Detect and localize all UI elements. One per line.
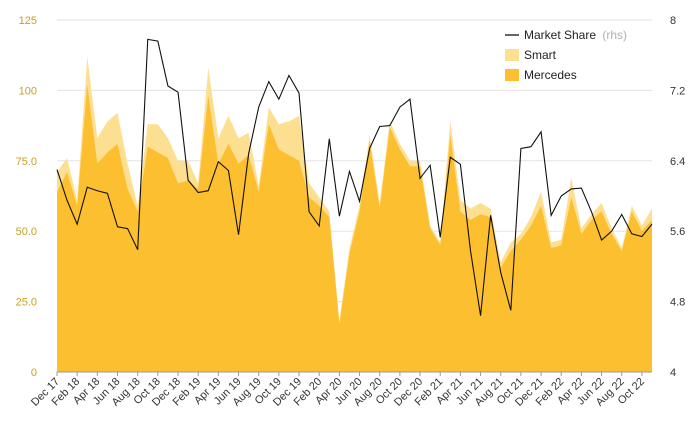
right-tick-label: 6.4 <box>670 156 685 168</box>
left-y-axis: 0 25.0 50.0 75.0 100 125 <box>16 15 37 379</box>
right-tick-label: 4.8 <box>670 297 685 309</box>
left-tick-label: 75.0 <box>16 156 37 168</box>
right-tick-label: 4 <box>670 367 676 379</box>
right-tick-label: 8 <box>670 15 676 27</box>
legend-mercedes-label: Mercedes <box>524 68 577 82</box>
mercedes-area <box>57 84 652 373</box>
left-tick-label: 100 <box>19 85 37 97</box>
legend: Market Share (rhs) Smart Mercedes <box>505 28 627 82</box>
left-tick-label: 25.0 <box>16 297 37 309</box>
legend-smart-label: Smart <box>524 48 557 62</box>
left-tick-label: 125 <box>19 15 37 27</box>
legend-smart-swatch <box>505 49 519 61</box>
market-share-line <box>56 38 653 316</box>
right-y-axis: 4 4.8 5.6 6.4 7.2 8 <box>670 15 685 379</box>
plot-areas <box>57 56 652 373</box>
legend-mercedes-swatch <box>505 69 519 81</box>
left-tick-label: 0 <box>31 367 37 379</box>
legend-market-share-label: Market Share (rhs) <box>524 28 627 42</box>
right-tick-label: 7.2 <box>670 85 685 97</box>
right-tick-label: 5.6 <box>670 226 685 238</box>
left-tick-label: 50.0 <box>16 226 37 238</box>
